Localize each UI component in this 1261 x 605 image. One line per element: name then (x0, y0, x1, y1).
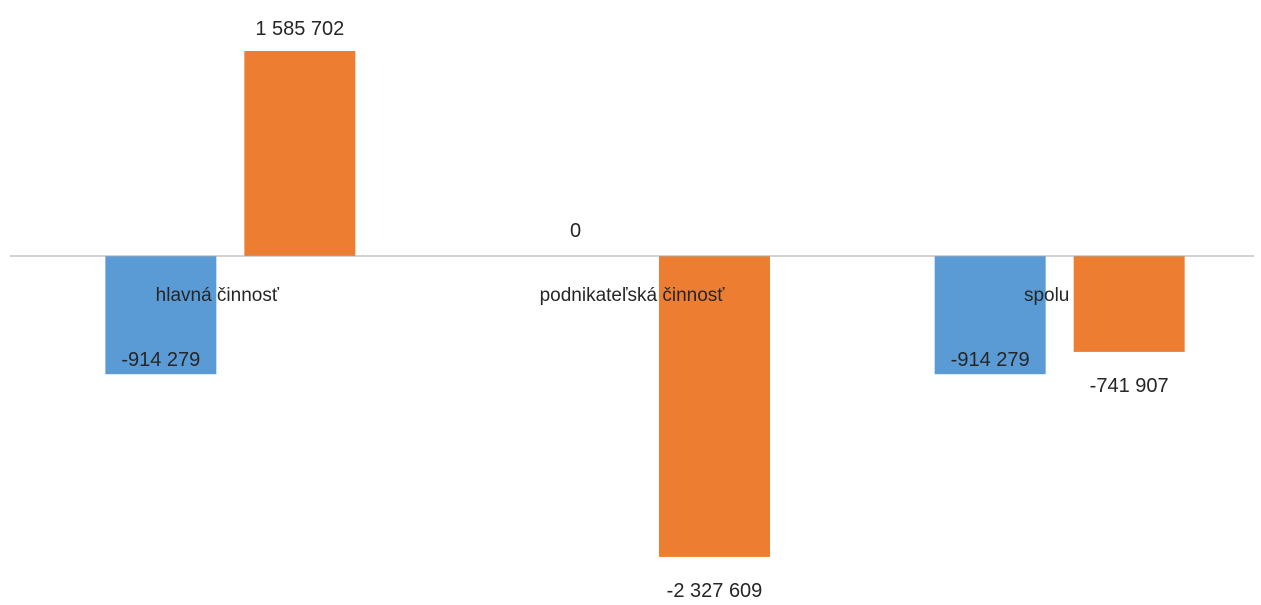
bar-spolu-series-2 (1073, 256, 1185, 352)
bars-layer (105, 51, 1185, 557)
data-labels: -914 279 1 585 702 0 -2 327 609 -914 279 -741… (121, 18, 1168, 602)
bar-hlavna-cinnost-series-2 (244, 51, 356, 256)
category-label-spolu: spolu (1024, 285, 1069, 306)
data-label-hlavna-cinnost-series-2: 1 585 702 (255, 18, 344, 40)
bar-spolu-series-1 (934, 256, 1046, 375)
data-label-spolu-series-2: -741 907 (1090, 375, 1169, 397)
category-label-hlavna-cinnost: hlavná činnosť (156, 285, 280, 306)
data-label-podnikatelska-cinnost-series-2: -2 327 609 (667, 580, 763, 602)
data-label-podnikatelska-cinnost-series-1: 0 (570, 220, 581, 242)
data-label-hlavna-cinnost-series-1: -914 279 (121, 349, 200, 371)
data-label-spolu-series-1: -914 279 (951, 349, 1030, 371)
category-label-podnikatelska-cinnost: podnikateľská činnosť (540, 285, 726, 306)
bar-podnikatelska-cinnost-series-2 (659, 256, 770, 557)
bar-hlavna-cinnost-series-1 (105, 256, 217, 375)
category-labels: hlavná činnosť podnikateľská činnosť spolu (156, 285, 1070, 306)
